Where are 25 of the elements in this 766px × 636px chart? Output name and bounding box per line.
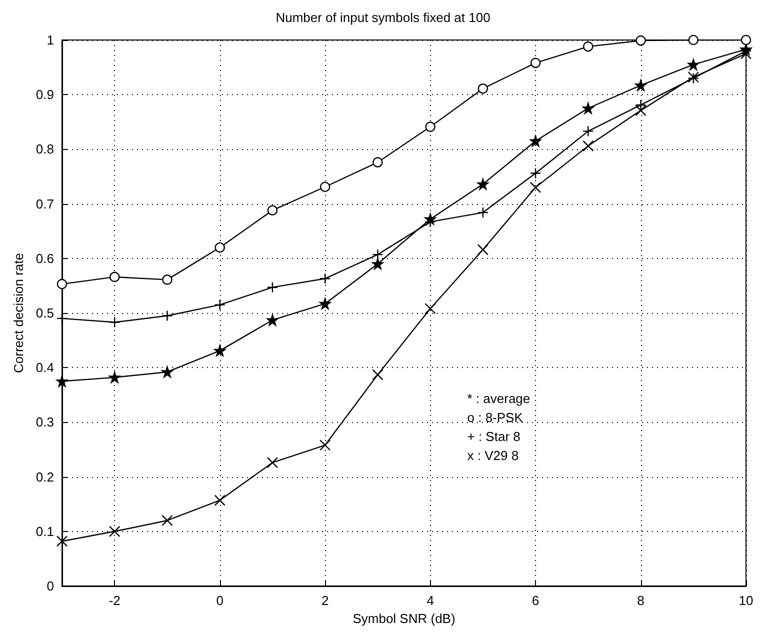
y-tick-label: 1 xyxy=(46,32,54,48)
y-tick-label: 0.3 xyxy=(36,414,54,430)
x-tick-label: 4 xyxy=(426,593,434,608)
annotation: o : 8-PSK xyxy=(467,410,524,425)
y-tick-label: 0.8 xyxy=(36,142,54,157)
y-tick-label: 0.7 xyxy=(36,196,54,212)
y-tick-label: 0 xyxy=(46,578,54,594)
x-tick-label: 8 xyxy=(637,593,644,608)
x-tick-label: 10 xyxy=(738,593,754,608)
annotation: + : Star 8 xyxy=(467,429,520,444)
y-tick-label: 0.4 xyxy=(36,360,54,376)
x-tick-label: 6 xyxy=(532,593,540,608)
y-tick-label: 0.5 xyxy=(36,306,54,320)
x-axis-title: Symbol SNR (dB) xyxy=(352,610,456,626)
y-tick-label: 0.9 xyxy=(36,87,54,102)
annotation: * : average xyxy=(467,391,530,406)
annotation: x : V29 8 xyxy=(467,448,519,463)
y-tick-label: 0.1 xyxy=(36,524,54,539)
y-axis-title: Correct decision rate xyxy=(11,253,26,373)
chart-title: Number of input symbols fixed at 100 xyxy=(276,10,490,25)
x-tick-label: 0 xyxy=(216,593,224,608)
x-tick-label: -2 xyxy=(108,593,120,608)
y-tick-label: 0.6 xyxy=(36,250,54,266)
y-tick-label: 0.2 xyxy=(36,469,54,484)
x-tick-label: 2 xyxy=(321,593,329,608)
